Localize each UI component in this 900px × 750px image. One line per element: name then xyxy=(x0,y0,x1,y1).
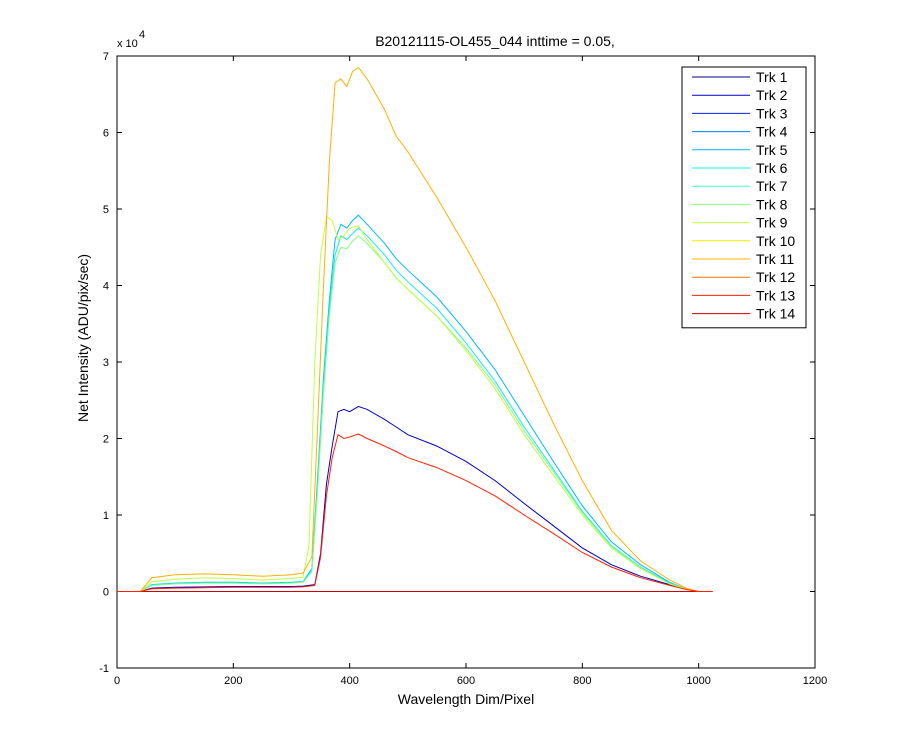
legend: Trk 1 Trk 2 Trk 3 Trk 4 Trk 5 Trk 6 Trk 7 Trk 8… xyxy=(681,66,807,329)
legend-label: Trk 8 xyxy=(756,196,788,212)
x-tick-label: 400 xyxy=(340,675,358,687)
x-tick-label: 1000 xyxy=(686,675,710,687)
series-line-trk-2 xyxy=(117,405,713,592)
series-line-trk-11 xyxy=(117,66,713,592)
x-tick-label: 200 xyxy=(224,675,242,687)
x-tick-label: 600 xyxy=(457,675,475,687)
legend-label: Trk 14 xyxy=(756,306,795,322)
x-tick-label: 0 xyxy=(114,675,120,687)
axis-ticks: 0 200 400 600 800 1000 1200 -1 0 1 2 3 4 5 6 7 xyxy=(99,51,827,687)
series-lines xyxy=(117,66,713,592)
x-tick-label: 800 xyxy=(573,675,591,687)
legend-label: Trk 1 xyxy=(756,69,788,85)
legend-label: Trk 13 xyxy=(756,287,795,303)
series-line-trk-13 xyxy=(117,433,713,592)
series-line-trk-8 xyxy=(117,235,713,592)
y-multiplier-label: x 10 xyxy=(117,38,138,50)
legend-label: Trk 4 xyxy=(756,124,788,140)
legend-label: Trk 5 xyxy=(756,142,788,158)
legend-label: Trk 6 xyxy=(756,160,788,176)
legend-label: Trk 2 xyxy=(756,87,788,103)
y-tick-label: 5 xyxy=(103,204,109,216)
series-line-trk-9 xyxy=(117,215,713,592)
y-tick-label: -1 xyxy=(99,663,109,675)
legend-label: Trk 3 xyxy=(756,105,788,121)
y-tick-label: 6 xyxy=(103,128,109,140)
y-tick-label: 2 xyxy=(103,434,109,446)
y-tick-label: 3 xyxy=(103,357,109,369)
x-tick-label: 1200 xyxy=(803,675,827,687)
y-tick-label: 1 xyxy=(103,510,109,522)
legend-label: Trk 11 xyxy=(756,251,794,267)
y-tick-label: 7 xyxy=(103,51,109,63)
y-tick-label: 4 xyxy=(103,281,109,293)
legend-label: Trk 12 xyxy=(756,269,795,285)
y-multiplier-exponent: 4 xyxy=(139,29,145,41)
legend-label: Trk 9 xyxy=(756,215,788,231)
chart-title: B20121115-OL455_044 inttime = 0.05, xyxy=(375,33,615,49)
legend-label: Trk 10 xyxy=(756,233,795,249)
legend-box xyxy=(681,66,807,329)
y-tick-label: 0 xyxy=(103,587,109,599)
y-axis-label: Net Intensity (ADU/pix/sec) xyxy=(75,254,91,422)
legend-label: Trk 7 xyxy=(756,178,788,194)
x-axis-label: Wavelength Dim/Pixel xyxy=(398,691,534,707)
